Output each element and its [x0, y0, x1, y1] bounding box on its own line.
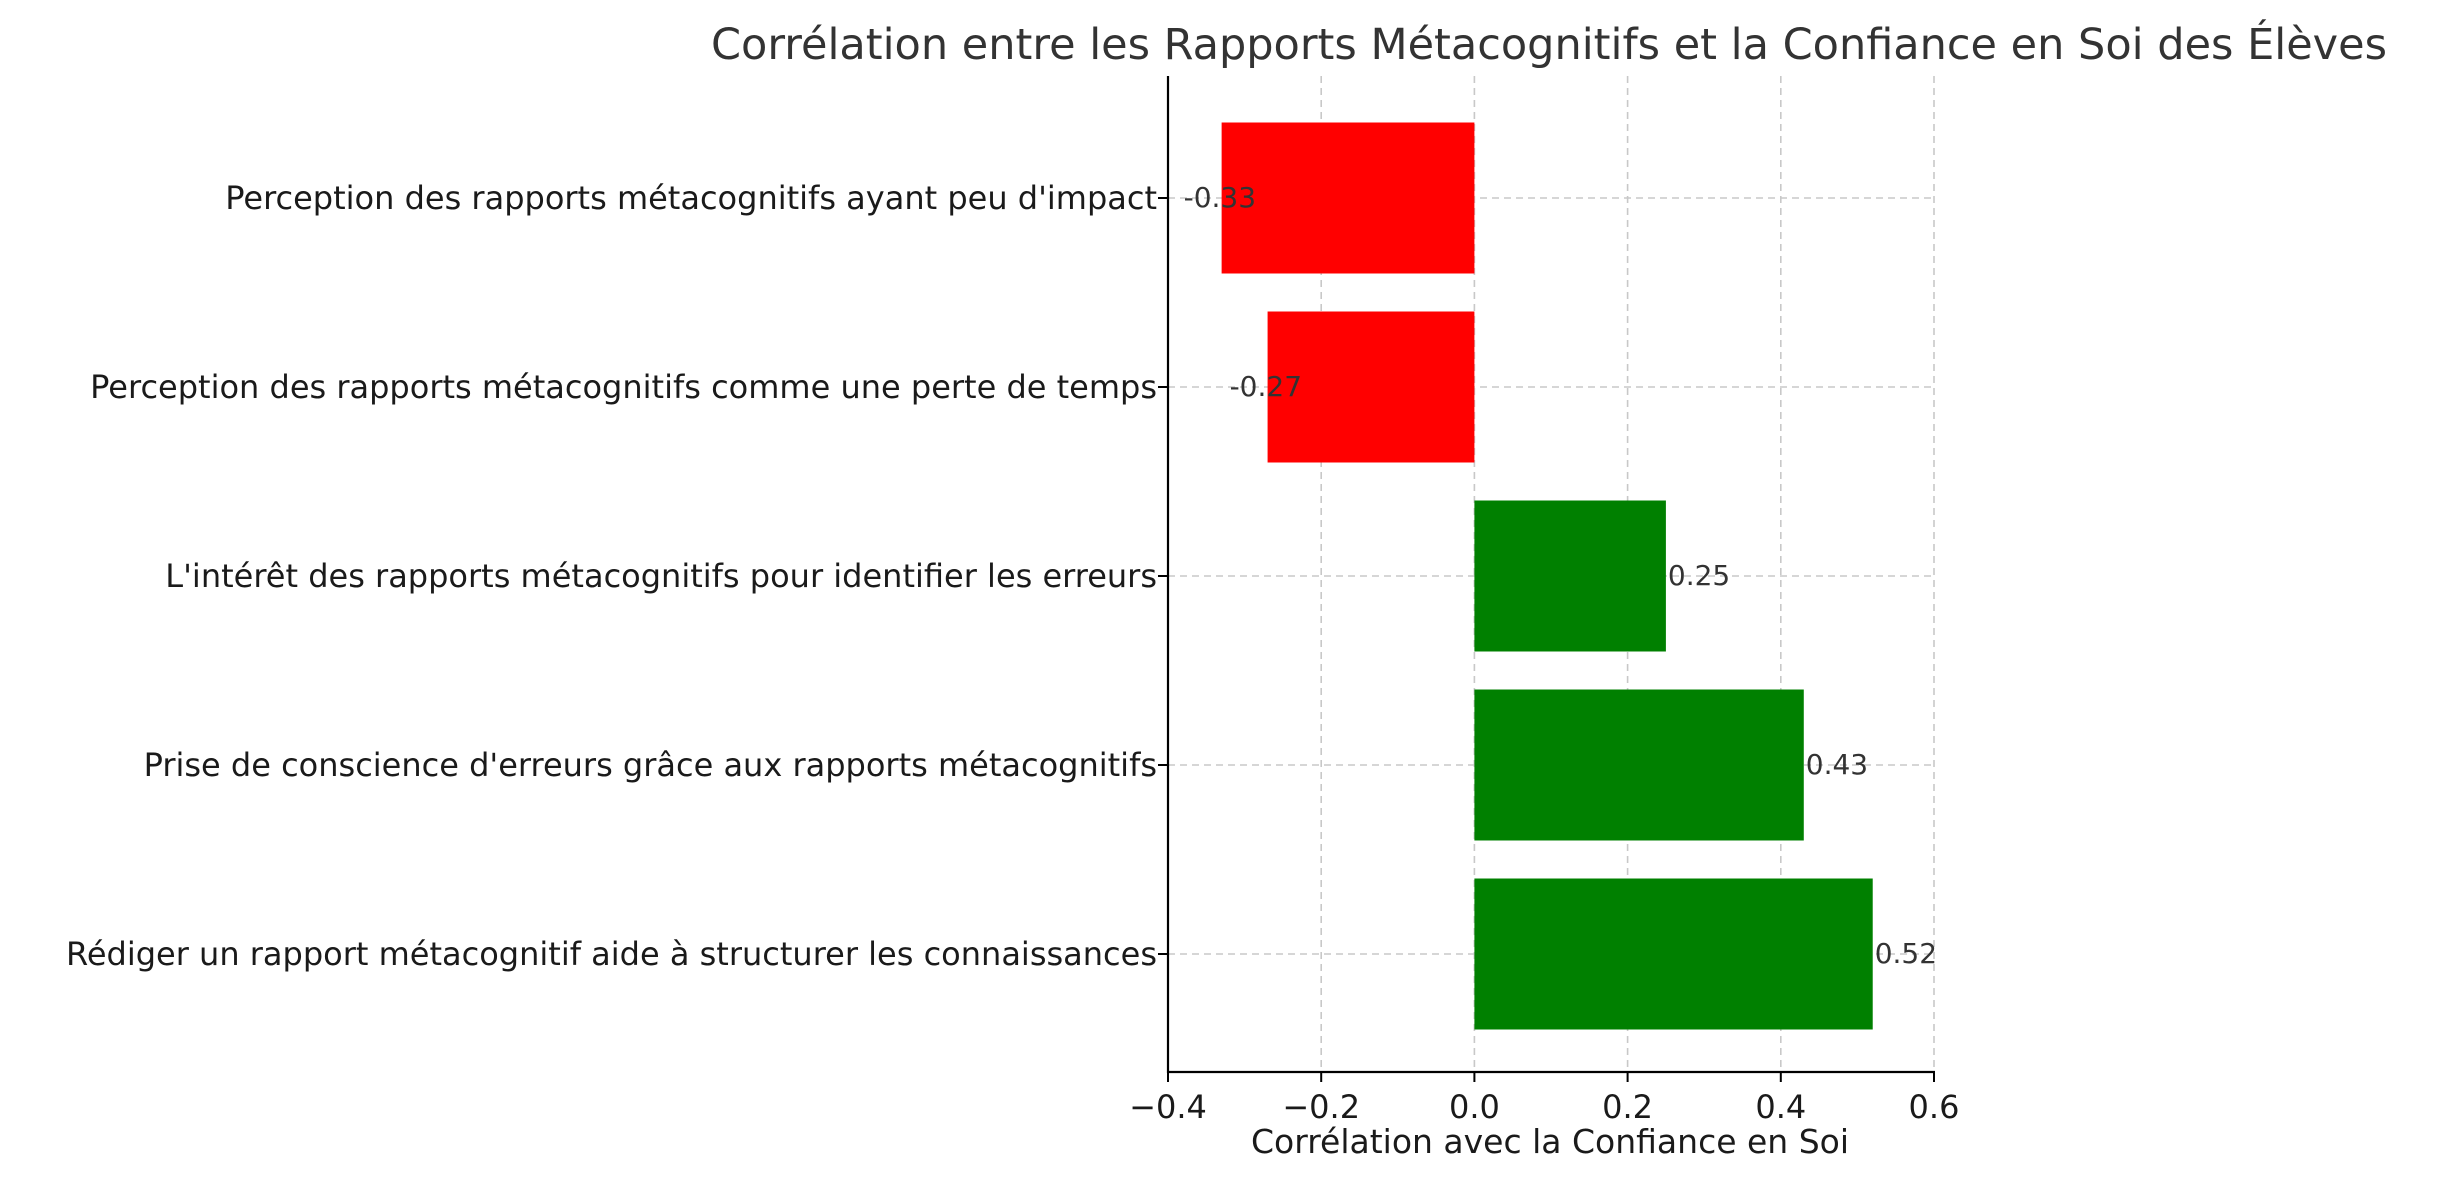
- axes: [1158, 76, 1935, 1082]
- chart-title: Corrélation entre les Rapports Métacogni…: [711, 19, 2387, 70]
- x-tick-label-0: −0.4: [1129, 1088, 1207, 1126]
- category-label-4: Rédiger un rapport métacognitif aide à s…: [66, 935, 1157, 973]
- data-label-2: 0.25: [1668, 559, 1730, 592]
- bar-4: [1474, 878, 1873, 1030]
- labels: −0.4 −0.2 0.0 0.2 0.4 0.6 Perception des rappo…: [66, 179, 1959, 1126]
- bars: [1221, 122, 1873, 1030]
- x-tick-label-4: 0.4: [1755, 1088, 1806, 1126]
- x-tick-label-5: 0.6: [1909, 1088, 1960, 1126]
- x-tick-label-3: 0.2: [1602, 1088, 1653, 1126]
- category-label-1: Perception des rapports métacognitifs co…: [90, 368, 1157, 406]
- bar-3: [1474, 689, 1804, 841]
- bar-1: [1267, 311, 1475, 463]
- bar-2: [1474, 500, 1666, 652]
- bar-0: [1221, 122, 1475, 274]
- x-tick-label-1: −0.2: [1282, 1088, 1360, 1126]
- category-label-2: L'intérêt des rapports métacognitifs pou…: [165, 557, 1157, 595]
- category-label-0: Perception des rapports métacognitifs ay…: [225, 179, 1157, 217]
- data-label-1: -0.27: [1230, 370, 1302, 403]
- data-label-4: 0.52: [1875, 937, 1937, 970]
- x-axis-label: Corrélation avec la Confiance en Soi: [1251, 1122, 1849, 1161]
- data-label-0: -0.33: [1184, 181, 1256, 214]
- x-tick-label-2: 0.0: [1449, 1088, 1500, 1126]
- category-label-3: Prise de conscience d'erreurs grâce aux …: [144, 746, 1157, 784]
- data-label-3: 0.43: [1806, 748, 1868, 781]
